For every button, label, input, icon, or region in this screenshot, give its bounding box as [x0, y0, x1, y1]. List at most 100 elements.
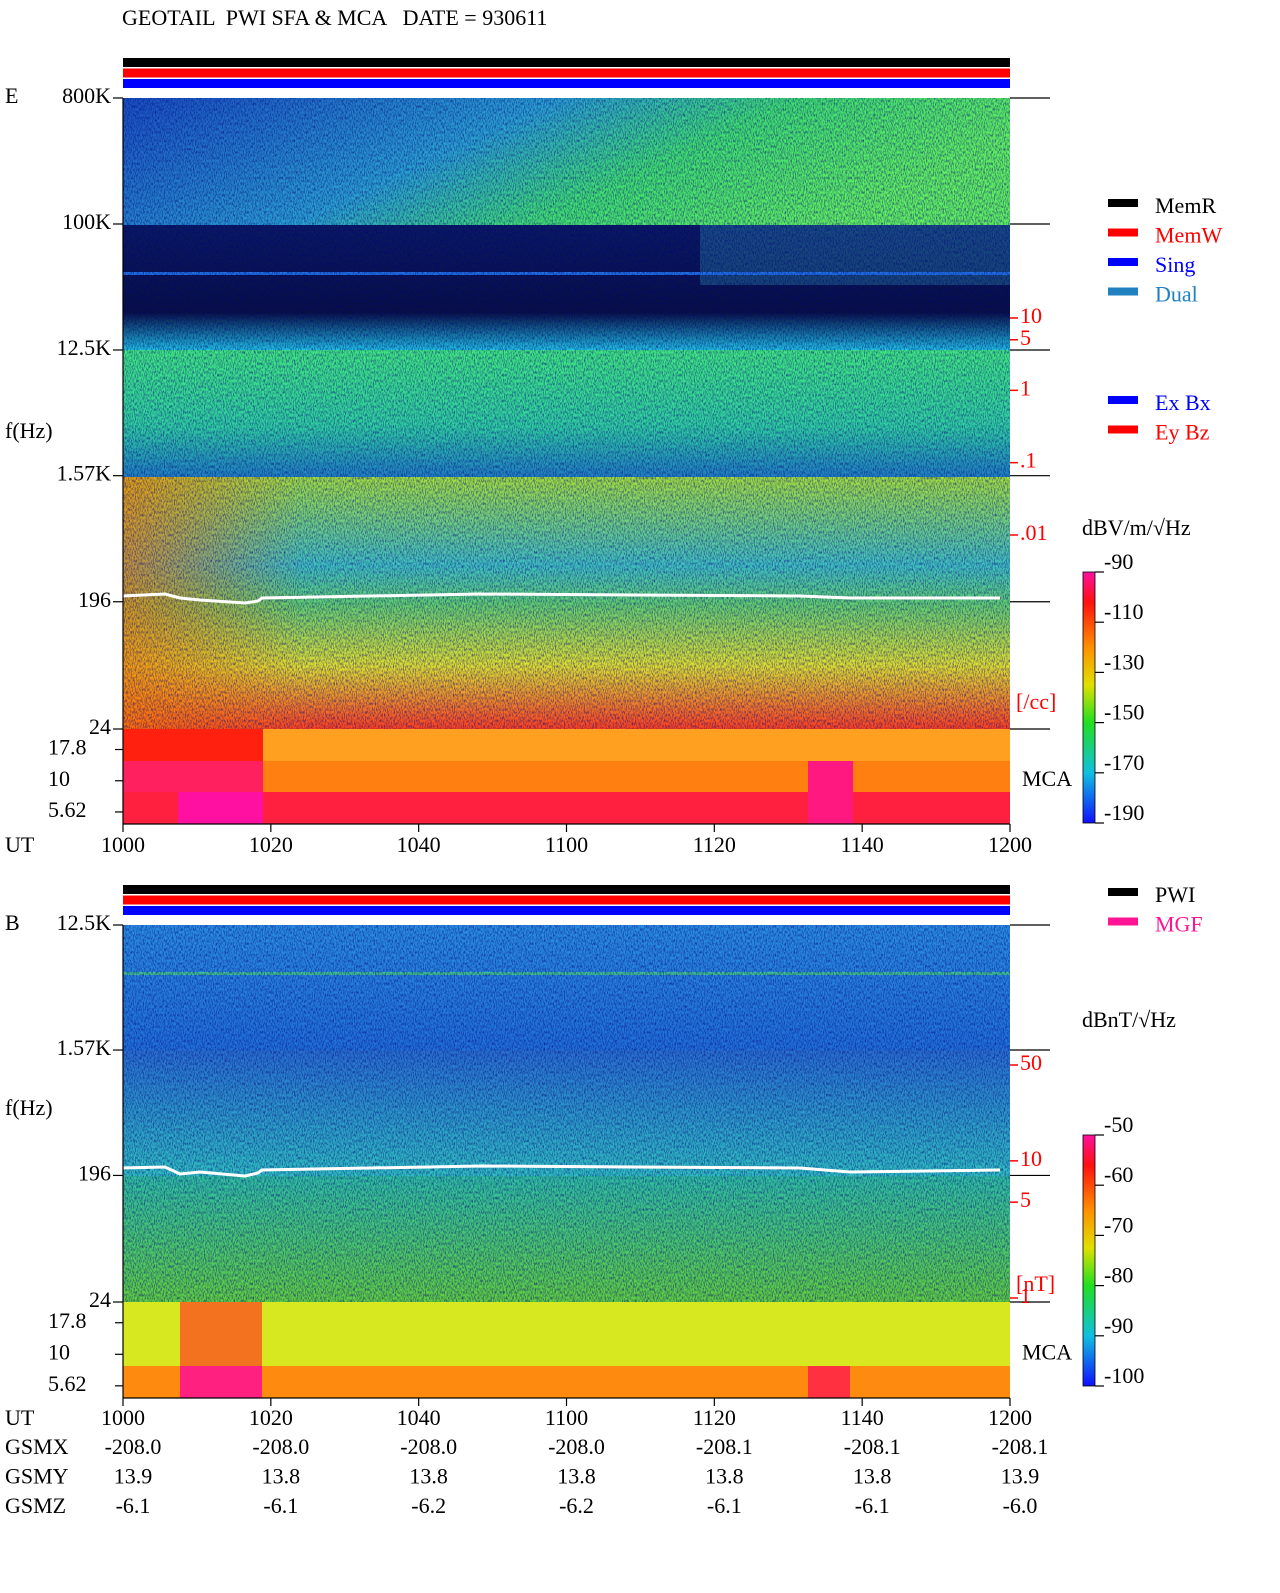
band	[123, 761, 263, 792]
legend-label: MGF	[1155, 912, 1203, 937]
position-value: -6.2	[411, 1493, 446, 1518]
y2-tick-label: 10	[1020, 303, 1042, 328]
band	[123, 761, 1010, 792]
y2-tick-label: 1	[1020, 375, 1031, 400]
position-value: -6.1	[116, 1493, 151, 1518]
colorbar-tick-label: -190	[1104, 800, 1144, 825]
mca-label: MCA	[1022, 766, 1072, 791]
mca-tick-label: 10	[48, 1339, 70, 1364]
colorbar	[1082, 571, 1096, 824]
x-tick-label: 1100	[545, 1405, 588, 1430]
spectrogram-e	[122, 98, 1010, 824]
position-value: -208.1	[844, 1434, 901, 1459]
y2-tick-label: .01	[1020, 520, 1048, 545]
colorbar-tick-label: -130	[1104, 649, 1144, 674]
y2-tick-label: 10	[1020, 1146, 1042, 1171]
x-tick-label: 1000	[101, 832, 145, 857]
position-value: -6.2	[559, 1493, 594, 1518]
position-value: -208.1	[696, 1434, 753, 1459]
texture	[123, 98, 1010, 729]
legend-swatch	[1108, 228, 1138, 237]
band	[808, 761, 853, 824]
y-tick-label: 1.57K	[57, 1035, 112, 1060]
x-tick-label: 1140	[841, 1405, 884, 1430]
band	[123, 1366, 1010, 1398]
position-value: -6.1	[707, 1493, 742, 1518]
position-value: -208.0	[252, 1434, 309, 1459]
band	[123, 729, 263, 761]
row-name: GSMZ	[5, 1493, 66, 1518]
colorbar-tick-label: -150	[1104, 700, 1144, 725]
x-axis-label: UT	[5, 1405, 35, 1430]
x-tick-label: 1200	[988, 832, 1032, 857]
x-tick-label: 1200	[988, 1405, 1032, 1430]
position-value: 13.9	[114, 1464, 153, 1489]
y-tick-label: 196	[78, 1160, 111, 1185]
position-value: -6.1	[855, 1493, 890, 1518]
x-axis-label: UT	[5, 832, 35, 857]
colorbar-tick-label: -110	[1104, 599, 1144, 624]
y-axis-label: f(Hz)	[5, 1095, 53, 1120]
legend-swatch	[1108, 888, 1138, 896]
band	[180, 1302, 262, 1366]
x-tick-label: 1120	[693, 832, 736, 857]
colorbar-tick-label: -170	[1104, 750, 1144, 775]
position-value: 13.8	[262, 1464, 301, 1489]
position-value: -6.1	[263, 1493, 298, 1518]
row-name: GSMY	[5, 1464, 69, 1489]
band	[123, 729, 1010, 761]
position-value: 13.8	[705, 1464, 744, 1489]
x-tick-label: 1040	[397, 832, 441, 857]
y-axis-label: f(Hz)	[5, 418, 53, 443]
band	[123, 1302, 1010, 1366]
mca-tick-label: 17.8	[48, 1308, 87, 1333]
legend-label: Ex Bx	[1155, 390, 1211, 415]
fce-line	[122, 592, 1000, 605]
y-tick-label: 800K	[62, 83, 111, 108]
x-tick-label: 1000	[101, 1405, 145, 1430]
colorbar-label: dBnT/√Hz	[1082, 1007, 1176, 1032]
y2-tick-label: 5	[1020, 1187, 1031, 1212]
legend-label: PWI	[1155, 882, 1195, 907]
y2-tick-label: 1	[1020, 1283, 1031, 1308]
legend-swatch	[1108, 258, 1138, 266]
mca-label: MCA	[1022, 1339, 1072, 1364]
legend-swatch	[1108, 287, 1138, 296]
x-tick-label: 1020	[249, 1405, 293, 1430]
x-tick-label: 1140	[841, 832, 884, 857]
panel-label: E	[5, 83, 18, 108]
status-bar	[123, 68, 1010, 78]
x-tick-label: 1120	[693, 1405, 736, 1430]
colorbar-tick-label: -50	[1104, 1112, 1133, 1137]
x-tick-label: 1040	[397, 1405, 441, 1430]
mca-tick-label: 5.62	[48, 1371, 87, 1396]
colorbar-label: dBV/m/√Hz	[1082, 515, 1191, 540]
status-bar	[123, 885, 1010, 894]
y-tick-label: 100K	[62, 209, 111, 234]
legend-label: MemR	[1155, 193, 1216, 218]
legend-swatch	[1108, 396, 1138, 404]
y-tick-label: 196	[78, 587, 111, 612]
legend-swatch	[1108, 425, 1138, 434]
position-value: 13.8	[409, 1464, 448, 1489]
y2-label: [nT]	[1016, 1271, 1055, 1296]
colorbar-tick-label: -90	[1104, 549, 1133, 574]
legend-label: Ey Bz	[1155, 420, 1210, 445]
x-tick-label: 1100	[545, 832, 588, 857]
x-tick-label: 1020	[249, 832, 293, 857]
band	[123, 792, 1010, 824]
band	[180, 1366, 262, 1398]
band	[808, 1366, 850, 1398]
position-value: -208.0	[400, 1434, 457, 1459]
legend-label: MemW	[1155, 223, 1222, 248]
legend-swatch	[1108, 917, 1138, 926]
y2-tick-label: 5	[1020, 325, 1031, 350]
colorbar-tick-label: -60	[1104, 1162, 1133, 1187]
position-value: 13.9	[1001, 1464, 1040, 1489]
position-value: 13.8	[853, 1464, 892, 1489]
y-tick-label: 12.5K	[57, 910, 112, 935]
colorbar-tick-label: -80	[1104, 1263, 1133, 1288]
status-bar	[123, 58, 1010, 67]
